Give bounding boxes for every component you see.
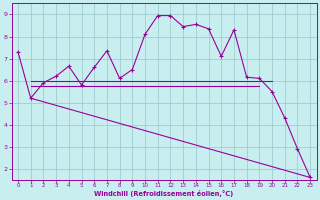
- X-axis label: Windchill (Refroidissement éolien,°C): Windchill (Refroidissement éolien,°C): [94, 190, 234, 197]
